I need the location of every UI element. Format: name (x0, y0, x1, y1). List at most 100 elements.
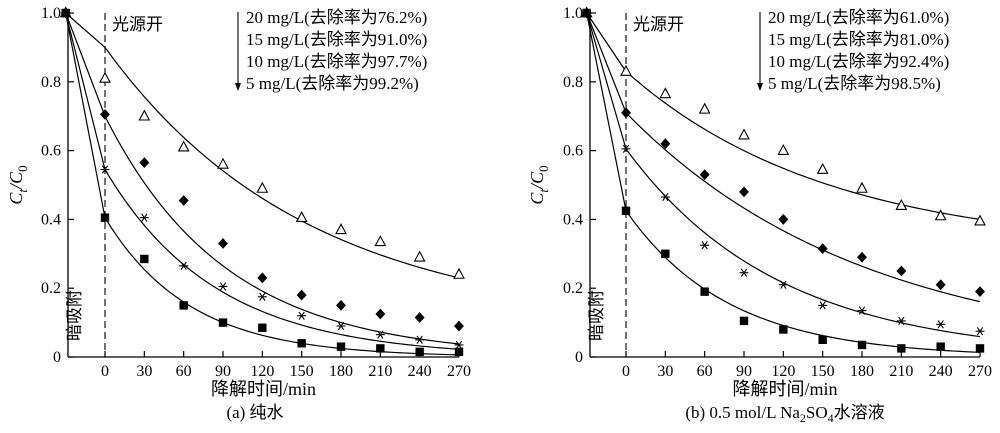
data-point (659, 87, 672, 99)
data-point-stroke-d2 (819, 301, 826, 310)
fit-curve (104, 217, 460, 356)
dark-phase-line (586, 12, 627, 113)
y-label-c: C (6, 192, 26, 205)
series-5-mg-L (582, 8, 985, 353)
y-label-sub-t: t (536, 189, 551, 193)
y-label-c0: /C (527, 171, 547, 190)
data-point (336, 299, 346, 311)
data-point (218, 282, 228, 291)
data-point (818, 335, 827, 344)
x-axis-label: 降解时间/min (732, 379, 837, 399)
data-point (739, 186, 749, 198)
y-axis-label: Ct/C0 (6, 165, 30, 204)
data-point-stroke-d2 (337, 321, 345, 331)
y-tick-label: 0.8 (563, 74, 583, 91)
data-point-stroke-d2 (898, 316, 905, 326)
data-point (817, 243, 828, 255)
data-point (178, 195, 189, 206)
data-point (661, 249, 670, 258)
y-tick-label: 0.4 (563, 211, 583, 228)
x-tick-label: 240 (929, 363, 953, 380)
data-point (257, 272, 268, 284)
dark-phase-line (586, 12, 627, 211)
data-point (139, 157, 150, 169)
data-point (934, 209, 947, 221)
data-point (297, 311, 307, 320)
data-point (621, 144, 631, 154)
fit-curve (625, 71, 981, 221)
data-point-stroke-d2 (701, 241, 708, 250)
x-tick-label: 0 (101, 363, 109, 380)
caption-sub: 4 (828, 411, 834, 425)
x-axis-label: 降解时间/min (211, 379, 316, 399)
data-point-stroke-d2 (377, 330, 384, 339)
dark-phase-line (65, 12, 106, 48)
y-tick-label: 0.2 (41, 280, 61, 297)
y-label-sub-t: t (15, 189, 30, 193)
data-point (856, 181, 868, 193)
x-tick-label: 210 (368, 363, 392, 380)
data-point (99, 71, 111, 83)
data-point-stroke-d2 (780, 280, 787, 289)
data-point (336, 342, 346, 351)
data-point (454, 320, 464, 332)
data-point (218, 318, 228, 327)
x-tick-label: 180 (329, 363, 353, 380)
series-15-mg-L (581, 7, 985, 303)
y-label-c: C (527, 192, 547, 205)
x-tick-label: 60 (697, 363, 713, 380)
caption-part: 水溶液 (834, 403, 885, 422)
data-point (895, 198, 908, 210)
data-point (177, 140, 190, 152)
data-point (375, 330, 385, 339)
data-point (698, 102, 711, 114)
data-point (295, 211, 308, 223)
caption-part: SO (806, 403, 828, 422)
series-5-mg-L (61, 8, 464, 357)
data-point (935, 279, 946, 291)
data-point (700, 241, 710, 250)
dark-adsorption-label: 暗吸附 (587, 290, 606, 341)
series-15-mg-L (60, 7, 464, 345)
fit-curve (104, 115, 460, 345)
data-point (660, 138, 671, 150)
y-tick-label: 0.4 (41, 211, 61, 228)
data-point-stroke-d2 (662, 192, 669, 202)
x-tick-label: 30 (136, 363, 152, 380)
fit-curve (104, 169, 460, 350)
dark-phase-line (586, 12, 627, 72)
x-tick-label: 90 (736, 363, 752, 380)
data-point (336, 321, 346, 331)
panel-b: 00.20.40.60.81.00 30 60 90 120 150 180 210 240 27… (527, 5, 992, 425)
data-point (335, 223, 347, 235)
data-point (975, 344, 985, 353)
data-point-stroke-d2 (622, 144, 630, 154)
fit-curve (625, 112, 981, 303)
data-point (375, 308, 386, 320)
data-point (857, 340, 867, 350)
y-label-c0: /C (6, 171, 26, 190)
fit-curve (104, 47, 460, 279)
y-axis-label: Ct/C0 (527, 165, 551, 204)
fit-curve (625, 148, 981, 338)
data-point (138, 109, 151, 121)
data-point (297, 339, 306, 348)
caption-part: (b) 0.5 mol/L Na (685, 403, 800, 422)
dark-phase-line (65, 12, 106, 170)
legend-entry: 20 mg/L(去除率为76.2%) (246, 8, 427, 27)
x-tick-label: 210 (889, 363, 913, 380)
y-tick-label: 1.0 (41, 5, 61, 22)
x-tick-label: 120 (250, 363, 274, 380)
data-point (975, 327, 985, 336)
data-point (413, 250, 426, 262)
legend-arrow-head (235, 83, 241, 91)
legend-arrow-head (757, 83, 763, 91)
data-point-stroke-d2 (298, 311, 305, 320)
data-point (936, 320, 946, 329)
y-label-sub-0: 0 (15, 165, 30, 172)
data-point (778, 280, 788, 289)
x-tick-label: 240 (408, 363, 432, 380)
data-point (582, 8, 591, 18)
y-tick-label: 0.8 (41, 74, 61, 91)
